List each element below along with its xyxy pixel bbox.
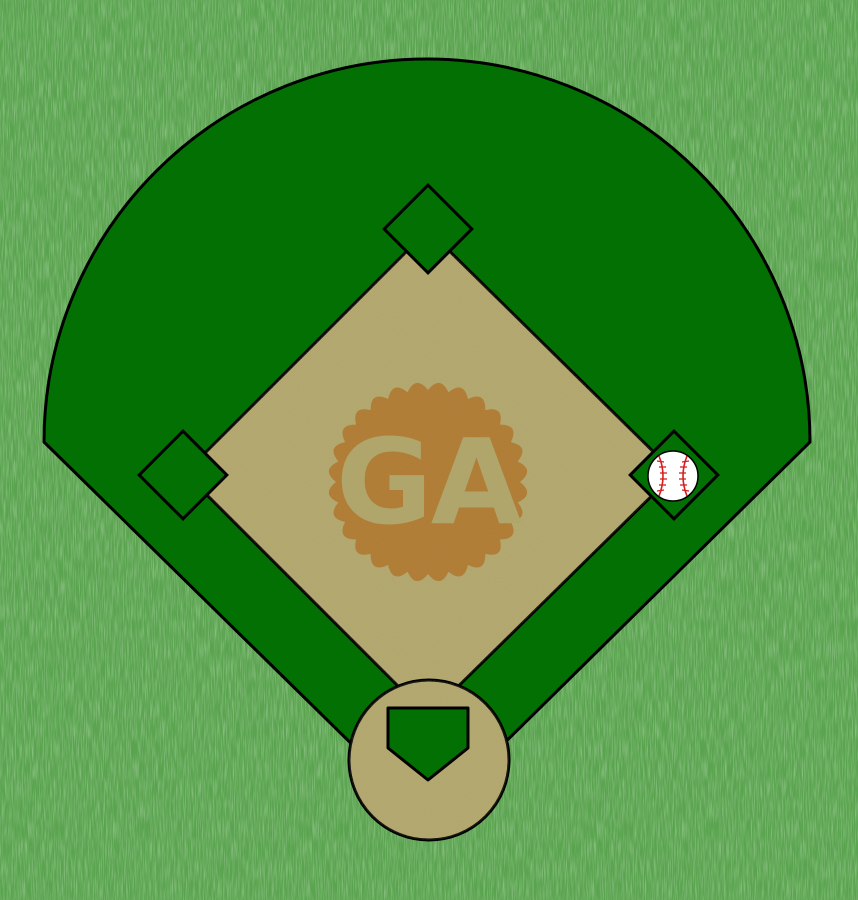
- ball-stitch-right: [682, 455, 688, 497]
- home-plate: [386, 706, 470, 782]
- home-plate-area: [347, 678, 511, 842]
- ball-stitch-left: [658, 455, 664, 497]
- baseball[interactable]: [647, 450, 699, 502]
- second-base: [382, 183, 474, 275]
- logo-text: GA: [336, 413, 522, 551]
- logo-badge: GA: [328, 382, 528, 582]
- third-base: [137, 429, 229, 521]
